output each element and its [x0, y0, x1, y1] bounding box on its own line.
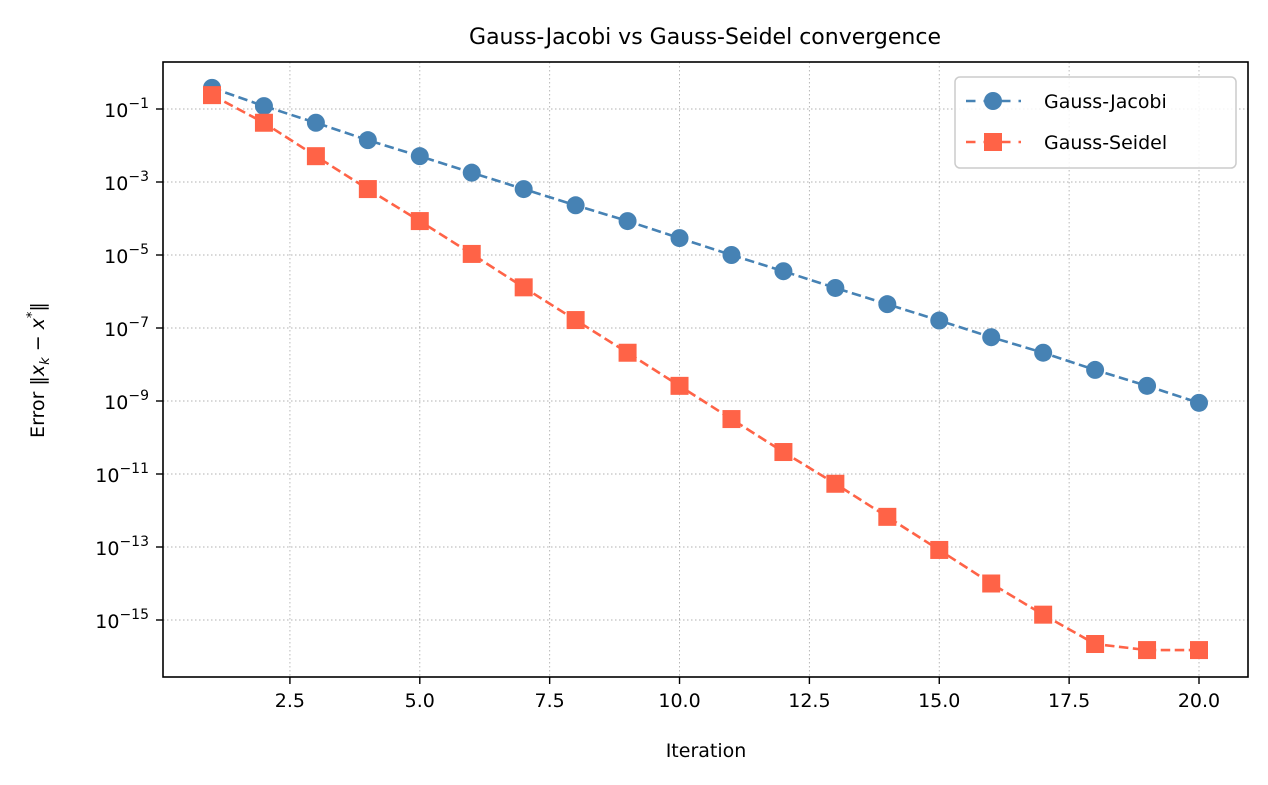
x-tick-label: 2.5: [275, 690, 305, 712]
plot-frame: [162, 61, 1249, 678]
legend-label: Gauss-Seidel: [1044, 132, 1167, 154]
data-series: [203, 78, 1208, 660]
legend: Gauss-Jacobi Gauss-Seidel: [954, 76, 1237, 169]
data-point-circle: [1034, 343, 1053, 362]
data-point-circle: [306, 113, 325, 132]
data-point-circle: [982, 328, 1001, 347]
y-tick-label: 10−9: [104, 388, 149, 414]
data-point-square: [514, 278, 533, 297]
data-point-square: [982, 574, 1001, 593]
data-point-square: [566, 311, 585, 330]
x-axis-ticks: 2.5 5.0 7.5 10.0 12.5 15.0 17.5 20.0: [275, 677, 1220, 712]
data-point-circle: [462, 163, 481, 182]
data-point-square: [1034, 605, 1053, 624]
data-point-square: [722, 410, 741, 429]
data-point-square: [1190, 641, 1208, 660]
data-point-circle: [670, 229, 689, 248]
data-point-square: [930, 540, 949, 559]
data-point-circle: [774, 262, 793, 281]
data-point-circle: [722, 246, 741, 264]
chart-title: Gauss-Jacobi vs Gauss-Seidel convergence: [469, 25, 941, 50]
x-tick-label: 10.0: [658, 690, 700, 712]
x-tick-label: 20.0: [1178, 690, 1220, 712]
data-point-square: [774, 443, 793, 462]
x-tick-label: 12.5: [788, 690, 830, 712]
legend-marker-square-icon: [984, 133, 1002, 151]
data-point-square: [618, 343, 637, 362]
data-point-square: [462, 244, 481, 263]
series-line: [211, 93, 1199, 652]
x-tick-label: 17.5: [1048, 690, 1090, 712]
x-tick-label: 7.5: [535, 690, 565, 712]
data-point-circle: [618, 212, 637, 231]
data-point-square: [878, 507, 897, 526]
y-tick-label: 10−13: [95, 534, 149, 560]
y-tick-label: 10−11: [95, 461, 149, 487]
x-tick-label: 5.0: [405, 690, 435, 712]
x-tick-label: 15.0: [918, 690, 960, 712]
y-tick-label: 10−1: [104, 96, 149, 122]
y-axis-ticks: 10−1 10−3 10−5 10−7 10−9 10−11 10−13 10−15: [95, 96, 163, 633]
data-point-circle: [254, 97, 273, 116]
data-point-square: [826, 474, 845, 493]
data-point-circle: [930, 311, 949, 330]
data-point-circle: [826, 278, 845, 297]
y-axis-label: Error ‖xk − x*‖: [25, 302, 53, 438]
data-point-circle: [566, 196, 585, 215]
svg-text:Error ‖xk − x*‖: Error ‖xk − x*‖: [25, 302, 53, 438]
data-point-circle: [1086, 360, 1105, 379]
y-tick-label: 10−3: [104, 169, 149, 195]
data-point-circle: [1138, 376, 1157, 395]
y-tick-label: 10−7: [104, 315, 149, 341]
data-point-square: [670, 376, 689, 395]
data-point-circle: [410, 147, 429, 166]
data-point-square: [306, 147, 325, 166]
legend-label: Gauss-Jacobi: [1044, 91, 1167, 113]
y-tick-label: 10−15: [95, 607, 149, 633]
x-axis-label: Iteration: [666, 740, 747, 762]
data-point-circle: [878, 295, 897, 314]
data-point-square: [410, 212, 429, 231]
data-point-square: [1138, 641, 1157, 660]
data-point-circle: [1190, 393, 1208, 412]
data-point-square: [203, 86, 221, 105]
series-line: [211, 86, 1200, 405]
data-point-square: [254, 113, 273, 132]
data-point-circle: [514, 180, 533, 199]
data-point-square: [1086, 635, 1105, 654]
legend-marker-circle-icon: [984, 92, 1002, 110]
y-tick-label: 10−5: [104, 242, 149, 268]
data-point-circle: [358, 131, 377, 150]
data-point-square: [358, 180, 377, 199]
